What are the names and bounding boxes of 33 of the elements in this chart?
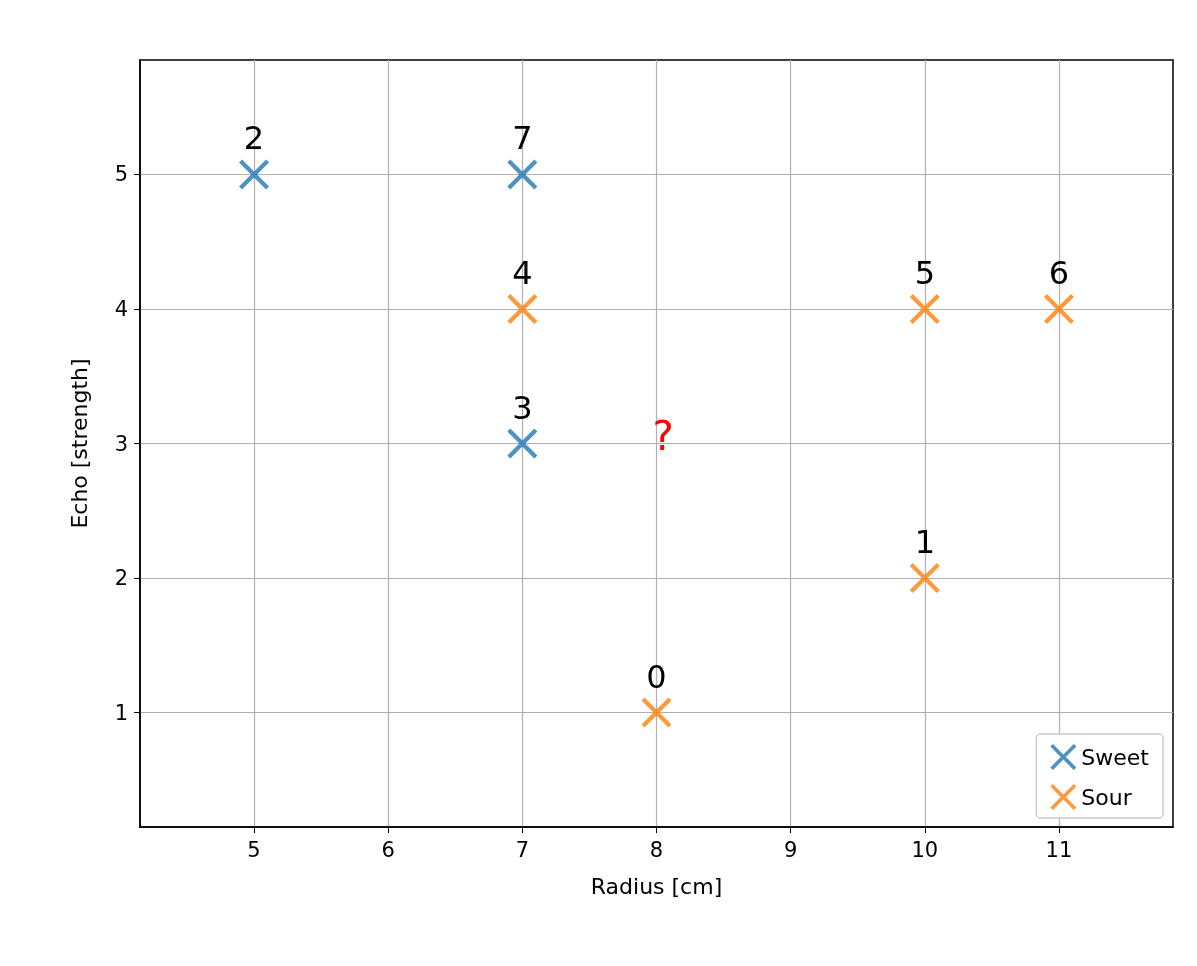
point bbox=[507, 293, 538, 324]
y-tick-label: 5 bbox=[114, 162, 128, 187]
point bbox=[909, 563, 940, 594]
point bbox=[641, 697, 672, 728]
x-tick-label: 7 bbox=[515, 837, 530, 862]
y-tick-label: 3 bbox=[114, 431, 128, 456]
point bbox=[1043, 293, 1074, 324]
annotation: ? bbox=[652, 413, 674, 459]
point bbox=[507, 159, 538, 190]
annotation: 3 bbox=[512, 388, 533, 427]
annotation: 1 bbox=[914, 523, 935, 562]
point bbox=[239, 159, 270, 190]
y-tick-label: 2 bbox=[114, 566, 128, 591]
x-tick-label: 10 bbox=[911, 837, 939, 862]
y-tick-label: 1 bbox=[114, 700, 128, 725]
annotation: 5 bbox=[914, 253, 935, 292]
annotation: 0 bbox=[646, 657, 667, 696]
annotation: 7 bbox=[512, 119, 533, 158]
legend-label: Sweet bbox=[1081, 744, 1150, 770]
y-tick-label: 4 bbox=[114, 296, 128, 321]
legend-label: Sour bbox=[1081, 784, 1133, 810]
annotation: 6 bbox=[1048, 253, 1070, 292]
annotation: 2 bbox=[243, 119, 265, 158]
x-tick-label: 11 bbox=[1045, 837, 1073, 862]
x-tick-label: 9 bbox=[783, 837, 798, 862]
x-axis-title: Radius [cm] bbox=[590, 873, 723, 899]
x-tick-label: 8 bbox=[649, 837, 664, 862]
point bbox=[909, 293, 940, 324]
x-tick-label: 5 bbox=[247, 837, 261, 862]
y-axis-title: Echo [strength] bbox=[66, 358, 92, 529]
annotation: 4 bbox=[512, 253, 533, 292]
point bbox=[507, 428, 538, 459]
x-tick-label: 6 bbox=[381, 837, 395, 862]
